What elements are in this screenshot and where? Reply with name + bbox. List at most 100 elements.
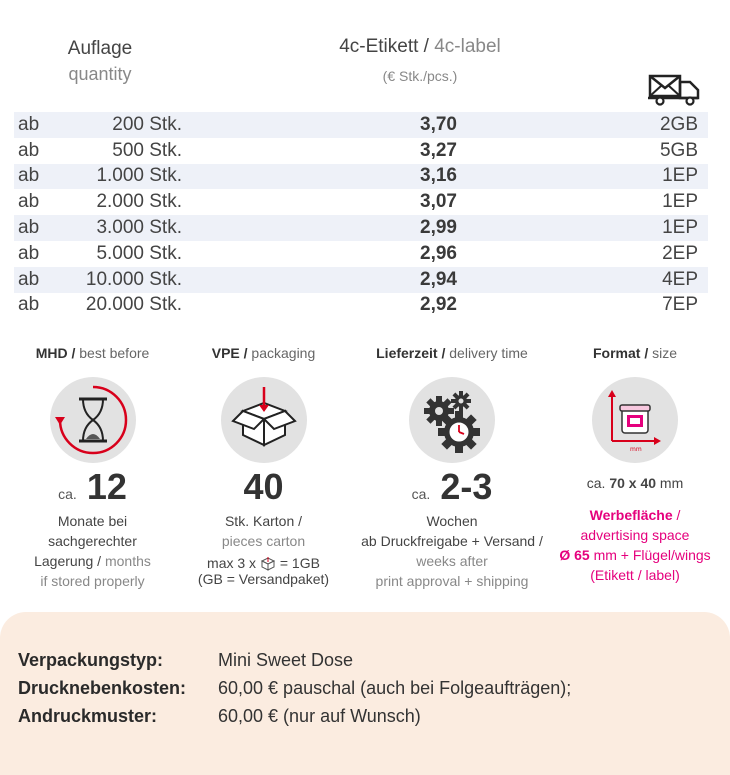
mhd-line4: if stored properly — [40, 573, 145, 589]
row-quantity: 5.000 Stk. — [96, 242, 182, 264]
info-format: Format / size mm ca. 70 x 40 mm Werbeflä… — [540, 345, 730, 585]
format-line1a: Werbefläche — [589, 507, 673, 523]
row-prefix: ab — [18, 242, 40, 264]
info-best-before: MHD / best before ca. 12 Monate bei sach… — [5, 345, 180, 591]
vpe-line3b: = 1GB — [279, 555, 320, 571]
info-delivery-time: Lieferzeit / delivery time — [357, 345, 547, 591]
delivery-title-de: Lieferzeit / — [376, 345, 446, 361]
delivery-line3: weeks after — [416, 553, 488, 569]
row-shipping: 4EP — [662, 268, 698, 290]
row-prefix: ab — [18, 113, 40, 135]
price-unit: (€ Stk./pcs.) — [382, 68, 458, 84]
label-header: 4c-Etikett / 4c-label (€ Stk./pcs.) — [290, 36, 550, 84]
detail-row: Drucknebenkosten: 60,00 € pauschal (auch … — [18, 678, 571, 699]
row-prefix: ab — [18, 294, 40, 316]
info-packaging: VPE / packaging 40 Stk. Karton / pieces … — [176, 345, 351, 587]
table-row: ab 5.000 Stk. 2,96 2EP — [14, 241, 708, 267]
detail-row: Verpackungstyp: Mini Sweet Dose — [18, 650, 353, 671]
vpe-value: 40 — [243, 466, 284, 507]
row-shipping: 1EP — [662, 217, 698, 239]
format-size-value: 70 x 40 — [609, 475, 657, 491]
table-row: ab 1.000 Stk. 3,16 1EP — [14, 163, 708, 190]
delivery-value: 2-3 — [440, 466, 493, 507]
price-table: ab 200 Stk. 3,70 2GB ab 500 Stk. 3,27 5GB ab 1.… — [14, 112, 708, 318]
format-line3a: Ø 65 — [559, 547, 590, 563]
table-row: ab 2.000 Stk. 3,07 1EP — [14, 189, 708, 215]
vpe-line3a: max 3 x — [207, 555, 257, 571]
vpe-line4: (GB = Versandpaket) — [197, 571, 330, 588]
row-shipping: 2EP — [662, 242, 698, 264]
row-shipping: 7EP — [662, 294, 698, 316]
format-title-de: Format / — [592, 345, 649, 361]
quantity-header-en: quantity — [68, 64, 132, 84]
row-price: 3,16 — [420, 165, 457, 187]
row-price: 2,94 — [420, 268, 457, 290]
row-shipping: 5GB — [659, 139, 698, 161]
mhd-value: 12 — [86, 466, 127, 507]
format-line4: (Etikett / label) — [590, 567, 680, 583]
row-prefix: ab — [18, 165, 40, 187]
gears-clock-icon — [409, 377, 495, 463]
label-header-en: 4c-label — [434, 36, 501, 57]
table-row: ab 3.000 Stk. 2,99 1EP — [14, 215, 708, 241]
row-price: 2,92 — [420, 294, 457, 316]
row-prefix: ab — [18, 268, 40, 290]
row-quantity: 2.000 Stk. — [96, 191, 182, 213]
delivery-line2: ab Druckfreigabe + Versand / — [361, 533, 543, 549]
row-price: 3,07 — [420, 191, 457, 213]
format-title-en: size — [652, 345, 678, 361]
row-shipping: 1EP — [662, 191, 698, 213]
detail-value: Mini Sweet Dose — [218, 650, 354, 670]
label-header-de: 4c-Etikett / — [339, 36, 429, 57]
detail-value: 60,00 € (nur auf Wunsch) — [218, 706, 421, 726]
quantity-header-de: Auflage — [67, 38, 133, 59]
mhd-line2: sachgerechter — [48, 533, 137, 549]
row-prefix: ab — [18, 217, 40, 239]
row-prefix: ab — [18, 139, 40, 161]
small-box-icon — [260, 557, 276, 572]
delivery-title-en: delivery time — [449, 345, 528, 361]
format-line3b: mm + Flügel/wings — [593, 547, 711, 563]
vpe-line2: pieces carton — [221, 533, 306, 549]
mhd-line3b: months — [104, 553, 151, 569]
mhd-line3a: Lagerung / — [34, 553, 102, 569]
row-prefix: ab — [18, 191, 40, 213]
jar-dimensions-icon: mm — [592, 377, 678, 463]
row-quantity: 3.000 Stk. — [96, 217, 182, 239]
mhd-title-de: MHD / — [35, 345, 76, 361]
box-icon — [220, 377, 307, 463]
vpe-title-de: VPE / — [211, 345, 248, 361]
delivery-line1: Wochen — [426, 513, 478, 529]
delivery-line4: print approval + shipping — [375, 573, 529, 589]
row-price: 2,99 — [420, 217, 457, 239]
detail-key: Verpackungstyp: — [18, 650, 164, 670]
row-quantity: 20.000 Stk. — [85, 294, 182, 316]
row-quantity: 200 Stk. — [112, 113, 182, 135]
table-row: ab 10.000 Stk. 2,94 4EP — [14, 266, 708, 293]
row-price: 2,96 — [420, 242, 457, 264]
format-line1b: / — [676, 507, 681, 523]
detail-key: Andruckmuster: — [18, 706, 158, 726]
row-price: 3,70 — [420, 113, 457, 135]
row-shipping: 2GB — [659, 113, 698, 135]
row-quantity: 500 Stk. — [112, 139, 182, 161]
format-size-prefix: ca. — [586, 475, 606, 491]
format-size-unit: mm — [659, 475, 684, 491]
hourglass-icon — [49, 377, 136, 463]
row-quantity: 1.000 Stk. — [96, 165, 182, 187]
details-box: Verpackungstyp: Mini Sweet Dose Drucknebe… — [0, 612, 730, 775]
vpe-title-en: packaging — [251, 345, 316, 361]
truck-mail-icon — [648, 74, 700, 106]
mhd-title-en: best before — [79, 345, 150, 361]
row-price: 3,27 — [420, 139, 457, 161]
detail-row: Andruckmuster: 60,00 € (nur auf Wunsch) — [18, 706, 421, 727]
vpe-line1: Stk. Karton / — [224, 513, 303, 529]
svg-text:mm: mm — [630, 446, 642, 453]
table-row: ab 200 Stk. 3,70 2GB — [14, 112, 708, 138]
detail-value: 60,00 € pauschal (auch bei Folgeaufträge… — [218, 678, 572, 698]
row-shipping: 1EP — [662, 165, 698, 187]
detail-key: Drucknebenkosten: — [18, 678, 187, 698]
row-quantity: 10.000 Stk. — [85, 268, 182, 290]
mhd-ca: ca. — [58, 486, 77, 502]
quantity-header: Auflage quantity — [40, 38, 160, 85]
